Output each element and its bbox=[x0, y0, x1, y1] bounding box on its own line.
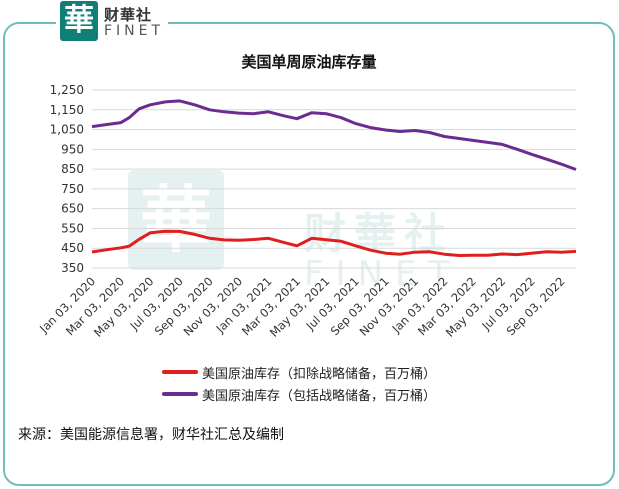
logo-chinese-name: 财華社 bbox=[104, 6, 153, 24]
source-note: 来源：美国能源信息署，财华社汇总及编制 bbox=[18, 427, 284, 443]
legend-item-purple: 美国原油库存（包括战略储备，百万桶） bbox=[162, 384, 436, 404]
legend-label-red: 美国原油库存（扣除战略储备，百万桶） bbox=[202, 366, 437, 382]
y-tick-label: 550 bbox=[61, 221, 84, 235]
y-tick-label: 950 bbox=[61, 142, 84, 156]
y-tick-label: 1,150 bbox=[50, 103, 84, 117]
y-tick-label: 1,250 bbox=[50, 83, 84, 97]
finet-logo: 華 财華社 FINET bbox=[56, 0, 168, 44]
series-line-red bbox=[91, 229, 577, 257]
y-tick-label: 450 bbox=[61, 241, 84, 255]
legend-swatch-red bbox=[162, 370, 198, 374]
line-chart: 1,2501,1501,050950850750650550450350Jan … bbox=[36, 83, 577, 340]
y-tick-label: 850 bbox=[61, 162, 84, 176]
legend-label-purple: 美国原油库存（包括战略储备，百万桶） bbox=[202, 388, 437, 404]
y-tick-label: 350 bbox=[61, 261, 84, 275]
chart-title: 美国单周原油库存量 bbox=[241, 53, 377, 71]
logo-mark: 華 bbox=[60, 1, 98, 41]
y-tick-label: 750 bbox=[61, 182, 84, 196]
legend-swatch-purple bbox=[162, 392, 198, 396]
y-tick-label: 1,050 bbox=[50, 123, 84, 137]
y-tick-label: 650 bbox=[61, 202, 84, 216]
watermark-english: FINET bbox=[304, 254, 462, 294]
legend-item-red: 美国原油库存（扣除战略储备，百万桶） bbox=[162, 362, 436, 382]
chart-legend: 美国原油库存（扣除战略储备，百万桶） 美国原油库存（包括战略储备，百万桶） bbox=[0, 320, 619, 404]
chart-area: 美国单周原油库存量 1,250 1,150 1,050 950 850 750 650 550… bbox=[20, 40, 598, 380]
series-line-purple bbox=[91, 99, 577, 171]
logo-english-name: FINET bbox=[104, 23, 165, 39]
